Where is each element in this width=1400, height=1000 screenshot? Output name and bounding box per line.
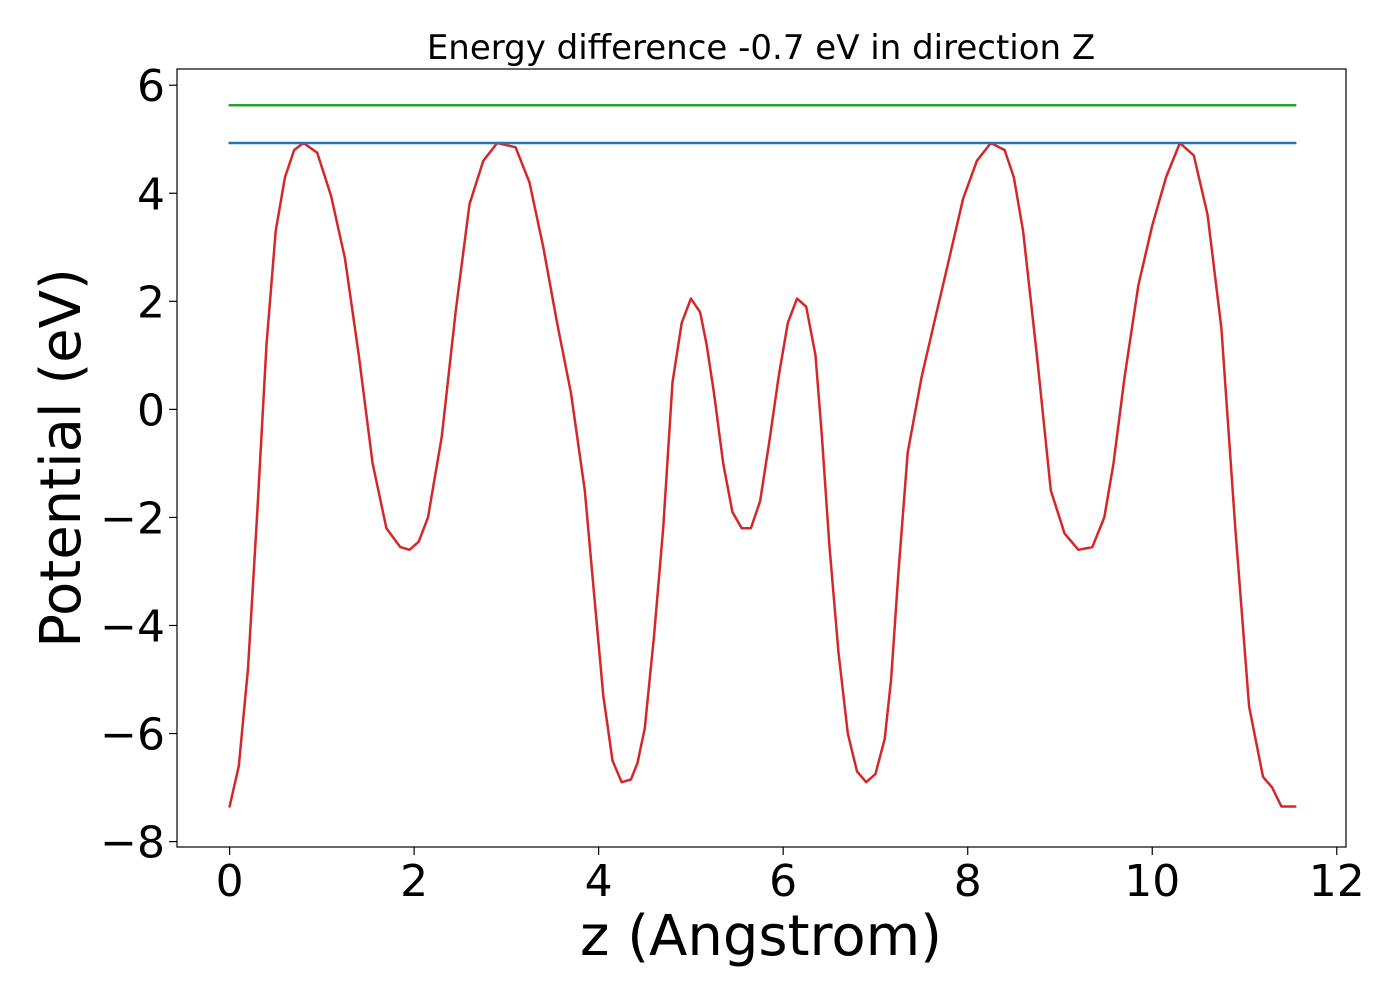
y-tick-label: −2: [100, 493, 165, 544]
y-tick-label: −6: [100, 710, 165, 761]
y-tick-label: 6: [137, 61, 165, 112]
x-axis-label: z (Angstrom): [580, 904, 942, 969]
x-tick-label: 4: [585, 856, 613, 907]
x-tick-label: 0: [216, 856, 244, 907]
y-tick-label: −4: [100, 601, 165, 652]
y-axis-label: Potential (eV): [29, 268, 94, 648]
x-tick-label: 12: [1309, 856, 1365, 907]
x-tick-label: 2: [400, 856, 428, 907]
y-tick-label: 4: [137, 169, 165, 220]
x-tick-label: 10: [1124, 856, 1180, 907]
potential-line: [228, 141, 1297, 808]
chart-title: Energy difference -0.7 eV in direction Z: [427, 28, 1095, 68]
x-tick-label: 8: [954, 856, 982, 907]
x-axis-ticks: 0 2 4 6 8 10 12: [216, 847, 1365, 907]
y-axis-ticks: 6 4 2 0 −2 −4 −6 −8: [100, 61, 177, 869]
y-tick-label: 2: [137, 277, 165, 328]
y-tick-label: −8: [100, 818, 165, 869]
plot-area: [176, 68, 1347, 848]
series-layer: [228, 103, 1297, 808]
x-tick-label: 6: [769, 856, 797, 907]
y-tick-label: 0: [137, 385, 165, 436]
